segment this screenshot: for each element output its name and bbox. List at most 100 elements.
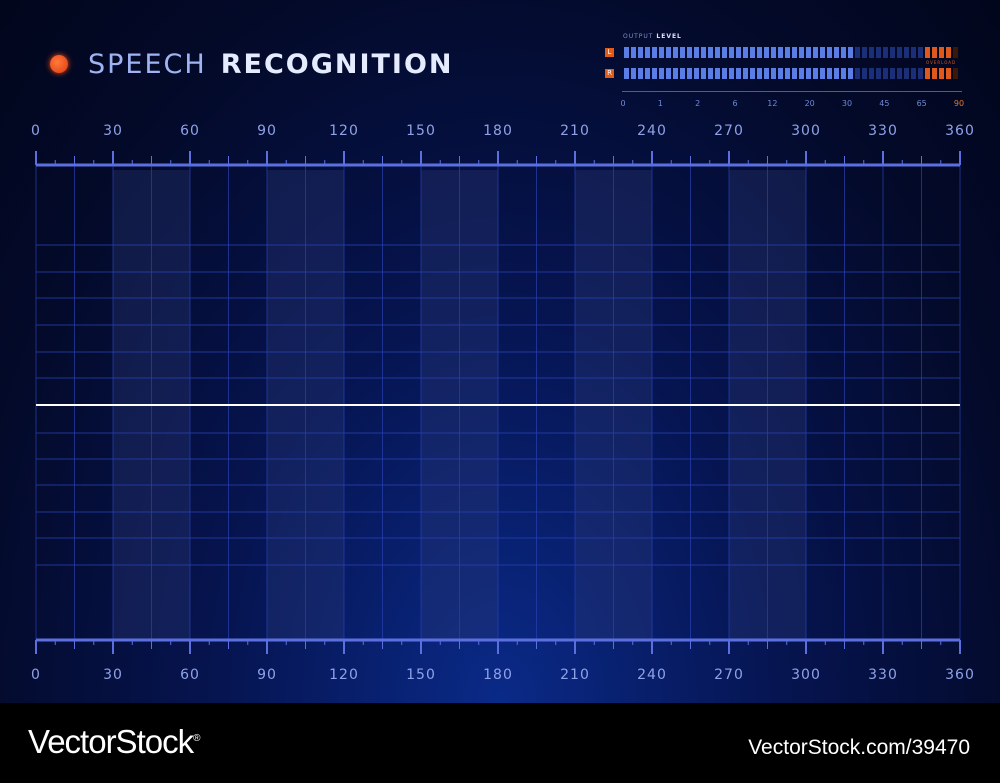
- level-segment: [862, 68, 867, 79]
- level-segment: [722, 68, 727, 79]
- brand-text: VectorStock: [28, 723, 194, 760]
- level-segment: [820, 68, 825, 79]
- level-segment: [687, 47, 692, 58]
- level-segment: [729, 47, 734, 58]
- top-axis-tick-label: 330: [868, 123, 898, 139]
- bottom-axis-tick-label: 210: [560, 667, 590, 683]
- level-segment: [806, 47, 811, 58]
- level-segment: [827, 47, 832, 58]
- waveform-burst: [284, 305, 316, 497]
- level-segment: [918, 68, 923, 79]
- level-segment: [792, 68, 797, 79]
- level-segment: [925, 47, 930, 58]
- top-axis-tick-label: 0: [31, 123, 41, 139]
- level-segment: [953, 47, 958, 58]
- level-segment: [939, 47, 944, 58]
- top-axis-tick-label: 150: [406, 123, 436, 139]
- level-segment: [743, 68, 748, 79]
- level-segment: [813, 47, 818, 58]
- level-segment: [715, 68, 720, 79]
- meter-scale-label: 90: [953, 99, 965, 108]
- meter-scale-label: 65: [916, 99, 927, 108]
- level-segment: [918, 47, 923, 58]
- meter-scale-line: [622, 91, 962, 92]
- level-segment: [673, 68, 678, 79]
- level-segment: [925, 68, 930, 79]
- level-segment: [869, 68, 874, 79]
- level-segment: [848, 47, 853, 58]
- footer-url: VectorStock.com/39470: [748, 736, 970, 759]
- level-segment: [883, 47, 888, 58]
- bottom-axis-tick-label: 30: [103, 667, 123, 683]
- bottom-axis-tick-label: 90: [257, 667, 277, 683]
- bottom-axis-tick-label: 180: [483, 667, 513, 683]
- title-recognition: RECOGNITION: [220, 48, 454, 80]
- bottom-axis-tick-label: 360: [945, 667, 975, 683]
- speech-recognition-display: 0 30 60 90 120 150 180 210 240 270 300 330 360 0 30 60 9…: [0, 0, 1000, 703]
- output-level-title-light: OUTPUT: [623, 33, 654, 40]
- level-segment: [841, 68, 846, 79]
- level-segment: [778, 47, 783, 58]
- footer: VectorStock® VectorStock.com/39470: [0, 703, 1000, 783]
- level-segment: [652, 47, 657, 58]
- title-speech: SPEECH: [88, 48, 207, 80]
- level-segment: [778, 68, 783, 79]
- level-segment: [946, 47, 951, 58]
- level-segment: [890, 68, 895, 79]
- level-segment: [764, 47, 769, 58]
- top-axis-tick-label: 30: [103, 123, 123, 139]
- level-segment: [701, 47, 706, 58]
- level-segment: [771, 47, 776, 58]
- bottom-axis-tick-label: 0: [31, 667, 41, 683]
- level-segment: [757, 68, 762, 79]
- top-axis-tick-label: 90: [257, 123, 277, 139]
- meter-scale-label: 2: [695, 99, 701, 108]
- top-axis-tick-label: 210: [560, 123, 590, 139]
- level-segment: [862, 47, 867, 58]
- level-segment: [939, 68, 944, 79]
- channel-label-left: L: [605, 48, 614, 57]
- level-segment: [869, 47, 874, 58]
- level-segment: [722, 47, 727, 58]
- bottom-axis-tick-label: 120: [329, 667, 359, 683]
- level-segment: [736, 68, 741, 79]
- level-segment: [764, 68, 769, 79]
- level-segment: [897, 68, 902, 79]
- level-segment: [680, 47, 685, 58]
- level-segment: [785, 68, 790, 79]
- level-segment: [666, 47, 671, 58]
- bottom-axis-tick-label: 270: [714, 667, 744, 683]
- level-segment: [750, 68, 755, 79]
- top-axis-tick-label: 60: [180, 123, 200, 139]
- level-segment: [750, 47, 755, 58]
- level-segment: [953, 68, 958, 79]
- level-segment: [736, 47, 741, 58]
- level-segment: [743, 47, 748, 58]
- level-segment: [631, 47, 636, 58]
- level-segment: [652, 68, 657, 79]
- level-segment: [855, 47, 860, 58]
- level-segment: [911, 68, 916, 79]
- level-segment: [638, 68, 643, 79]
- top-axis-tick-label: 240: [637, 123, 667, 139]
- level-segment: [799, 47, 804, 58]
- level-segment: [659, 47, 664, 58]
- output-level-title: OUTPUT LEVEL: [623, 33, 682, 40]
- level-segment: [876, 47, 881, 58]
- level-segment: [624, 68, 629, 79]
- level-segment: [659, 68, 664, 79]
- level-segment: [834, 47, 839, 58]
- level-segment: [708, 47, 713, 58]
- level-segment: [701, 68, 706, 79]
- record-dot-icon: [50, 55, 68, 73]
- meter-scale-label: 6: [732, 99, 738, 108]
- level-segment: [673, 47, 678, 58]
- level-segment: [638, 47, 643, 58]
- level-segment: [624, 47, 629, 58]
- level-segment: [848, 68, 853, 79]
- level-segment: [694, 68, 699, 79]
- brand-registered-mark: ®: [193, 733, 200, 744]
- level-segment: [757, 47, 762, 58]
- waveform-burst: [451, 356, 519, 457]
- meter-scale-label: 0: [620, 99, 626, 108]
